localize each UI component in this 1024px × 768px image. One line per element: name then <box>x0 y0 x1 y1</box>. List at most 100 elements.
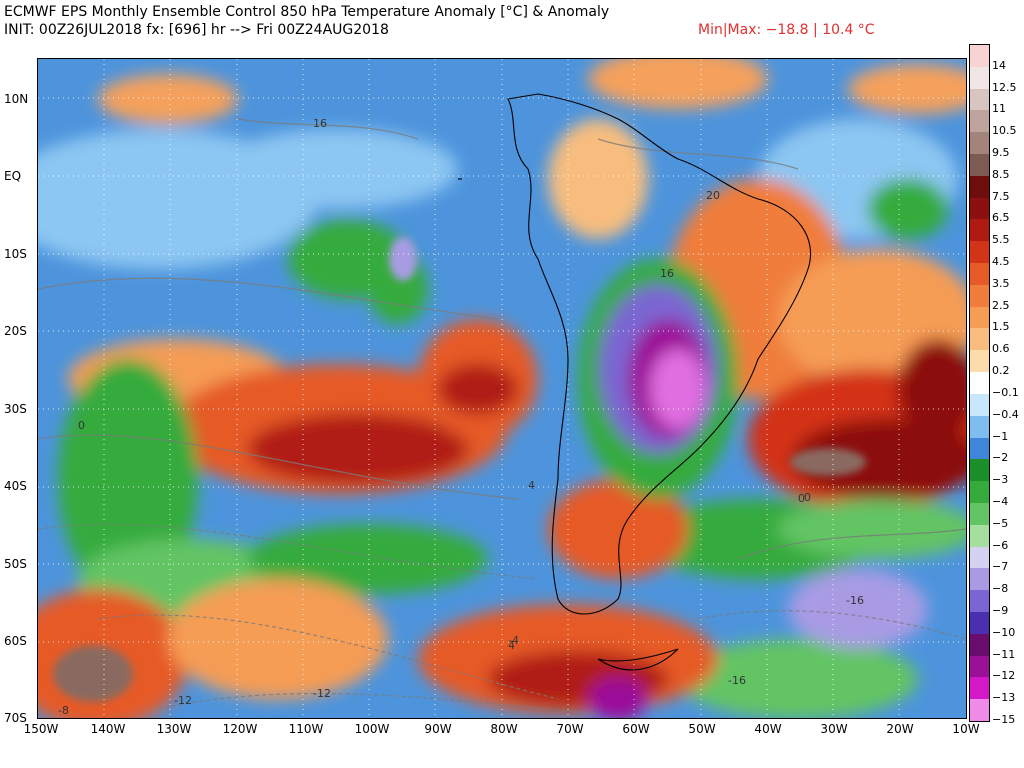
colorbar-label: −4 <box>992 494 1009 508</box>
colorbar-swatch <box>970 655 989 678</box>
lon-label: 90W <box>424 722 452 736</box>
colorbar-swatch <box>970 546 989 569</box>
colorbar-label: 6.5 <box>992 211 1010 225</box>
colorbar-swatch <box>970 154 989 177</box>
lon-label: 120W <box>222 722 258 736</box>
lon-label: 80W <box>490 722 518 736</box>
anomaly-patch <box>168 579 388 699</box>
colorbar-label: 2.5 <box>992 298 1010 312</box>
anomaly-map: 16 16 20 4 0 4 0 -4 -8 -12 -12 -16 -16 0 <box>37 58 967 719</box>
forecast-init-info: INIT: 00Z26JUL2018 fx: [696] hr --> Fri … <box>4 22 389 38</box>
colorbar-swatch <box>970 241 989 264</box>
colorbar-swatch <box>970 481 989 504</box>
colorbar-label: −7 <box>992 560 1009 574</box>
anomaly-patch <box>438 364 518 414</box>
colorbar-label: 4.5 <box>992 255 1010 269</box>
anomaly-patch <box>548 119 648 239</box>
colorbar-swatch <box>970 328 989 351</box>
contour-label: 0 <box>78 419 85 432</box>
colorbar-label: −2 <box>992 451 1009 465</box>
colorbar-swatch <box>970 502 989 525</box>
contour-label: -4 <box>508 634 519 647</box>
colorbar-swatch <box>970 263 989 286</box>
lon-label: 60W <box>622 722 650 736</box>
colorbar-swatch <box>970 677 989 700</box>
contour-label: 0 <box>804 491 811 504</box>
colorbar-label: 0.2 <box>992 364 1010 378</box>
anomaly-patch <box>868 179 948 239</box>
colorbar-swatch <box>970 459 989 482</box>
contour-label: -16 <box>846 594 864 607</box>
lon-label: 70W <box>556 722 584 736</box>
colorbar-swatch <box>970 219 989 242</box>
colorbar-label: −9 <box>992 603 1009 617</box>
colorbar-swatch <box>970 524 989 547</box>
anomaly-patch <box>650 349 706 429</box>
lon-label: 40W <box>754 722 782 736</box>
colorbar-swatch <box>970 66 989 89</box>
lon-label: 100W <box>354 722 390 736</box>
colorbar-label: 12.5 <box>992 80 1017 94</box>
colorbar-label: −0.4 <box>992 407 1019 421</box>
colorbar-label: −13 <box>992 691 1016 705</box>
lon-label: 150W <box>23 722 59 736</box>
colorbar-swatch <box>970 372 989 395</box>
colorbar-swatch <box>970 350 989 373</box>
colorbar-label: −1 <box>992 429 1009 443</box>
contour-label: -12 <box>174 694 192 707</box>
lon-label: 50W <box>688 722 716 736</box>
contour-label: -12 <box>313 687 331 700</box>
coastlines <box>458 93 812 671</box>
lat-label: 40S <box>4 479 27 493</box>
colorbar-swatch <box>970 415 989 438</box>
lat-label: 10N <box>4 92 29 106</box>
anomaly-patch <box>53 646 133 702</box>
colorbar-label: −3 <box>992 473 1009 487</box>
colorbar-label: 3.5 <box>992 276 1010 290</box>
lon-label: 130W <box>156 722 192 736</box>
colorbar-label: −5 <box>992 516 1009 530</box>
lon-label: 30W <box>820 722 848 736</box>
anomaly-field: 16 16 20 4 0 4 0 -4 -8 -12 -12 -16 -16 0 <box>38 59 966 718</box>
anomaly-patch <box>98 74 238 124</box>
colorbar-label: 14 <box>992 58 1006 72</box>
contour-label: 20 <box>706 189 720 202</box>
lat-label: 60S <box>4 634 27 648</box>
colorbar-swatch <box>970 88 989 111</box>
colorbar-swatch <box>970 175 989 198</box>
lat-label: 70S <box>4 711 27 725</box>
anomaly-patch <box>778 499 966 559</box>
contour-label: 4 <box>508 639 515 652</box>
anomaly-patch <box>790 448 866 476</box>
anomaly-patch <box>248 414 468 484</box>
colorbar-label: −12 <box>992 669 1016 683</box>
colorbar-label: −10 <box>992 625 1016 639</box>
lon-label: 110W <box>288 722 324 736</box>
colorbar-swatch <box>970 611 989 634</box>
anomaly-patch <box>678 639 918 718</box>
colorbar-label: 7.5 <box>992 189 1010 203</box>
colorbar-label: 9.5 <box>992 146 1010 160</box>
lat-label: 20S <box>4 324 27 338</box>
anomaly-patch <box>248 524 488 594</box>
anomaly-patch <box>389 237 417 281</box>
contour-lines <box>38 118 966 715</box>
colorbar-label: 10.5 <box>992 124 1017 138</box>
anomaly-patch <box>793 419 966 499</box>
anomaly-patch <box>588 677 648 718</box>
colorbar-swatch <box>970 306 989 329</box>
lat-label: 50S <box>4 557 27 571</box>
colorbar-swatch <box>970 590 989 613</box>
colorbar-swatch <box>970 45 989 67</box>
colorbar-swatch <box>970 110 989 133</box>
colorbar <box>969 44 990 722</box>
anomaly-patch <box>848 64 966 114</box>
min-max-readout: Min|Max: −18.8 | 10.4 °C <box>698 22 875 38</box>
colorbar-label: −11 <box>992 647 1016 661</box>
colorbar-swatch <box>970 437 989 460</box>
map-title: ECMWF EPS Monthly Ensemble Control 850 h… <box>4 4 610 20</box>
anomaly-patch <box>218 129 458 209</box>
lat-label: EQ <box>4 169 22 183</box>
colorbar-label: 0.6 <box>992 342 1010 356</box>
anomaly-patch <box>788 569 928 649</box>
